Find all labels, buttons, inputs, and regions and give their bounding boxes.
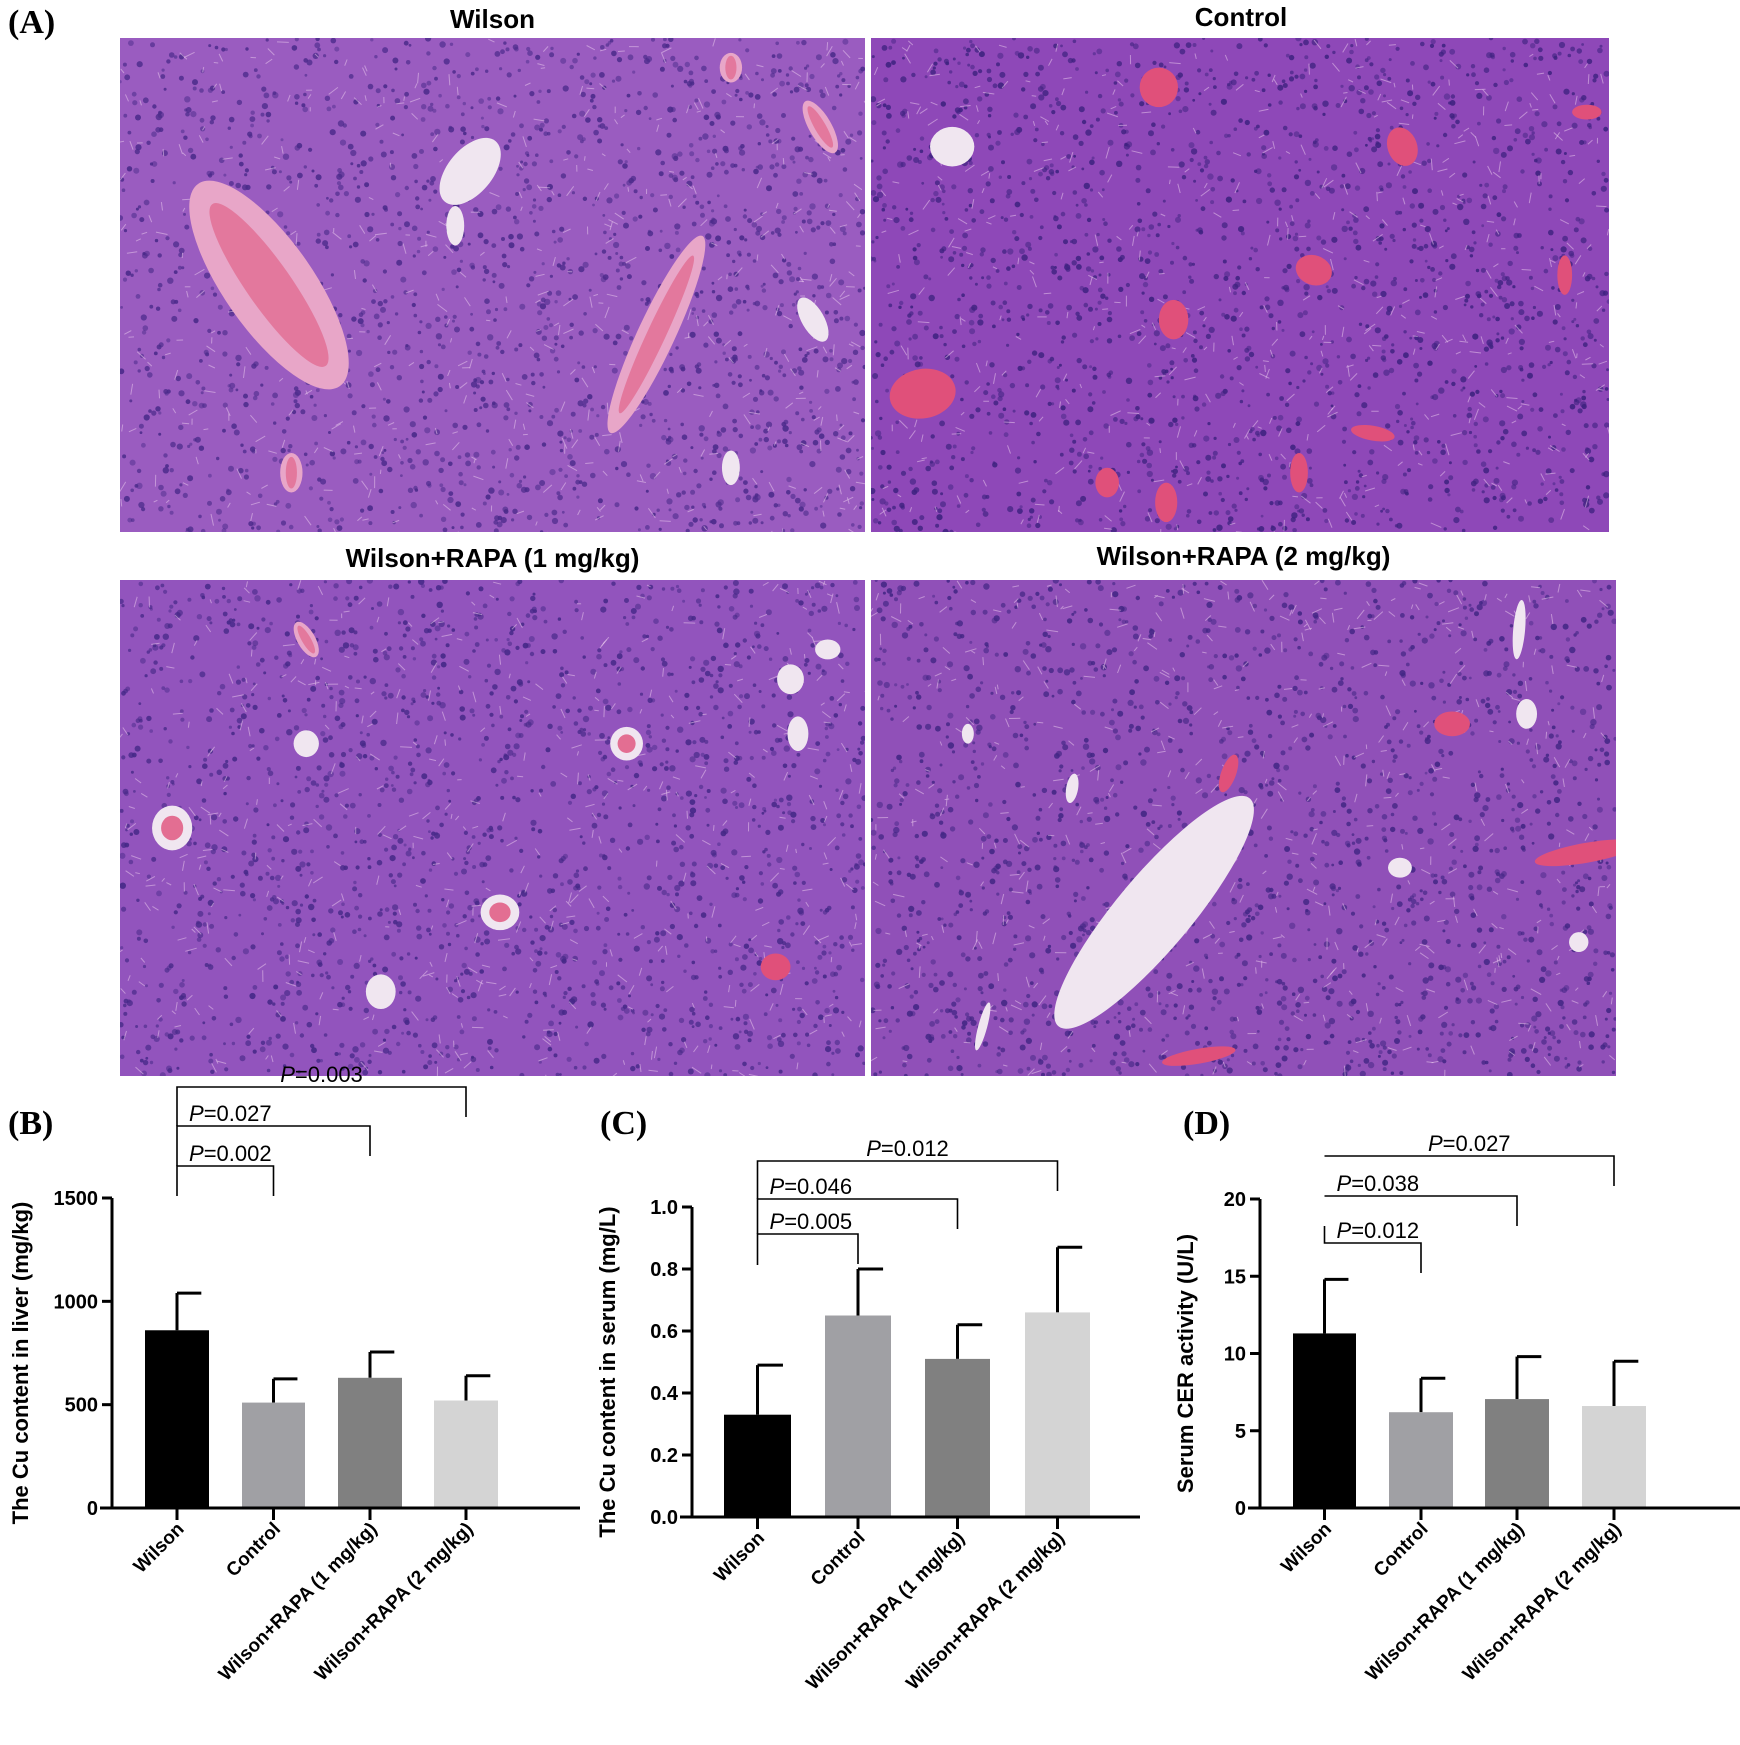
y-axis-label: Serum CER activity (U/L) xyxy=(1173,1234,1198,1493)
p-value-label: P=0.038 xyxy=(1337,1171,1420,1196)
p-value-label: P=0.005 xyxy=(770,1209,853,1234)
significance-bracket xyxy=(756,1160,1059,1199)
y-tick-label: 0.6 xyxy=(650,1321,678,1343)
significance-bracket xyxy=(1324,1195,1518,1226)
y-tick-label: 15 xyxy=(1224,1266,1246,1288)
significance-bracket xyxy=(176,1165,275,1196)
y-axis-label: The Cu content in liver (mg/kg) xyxy=(8,1202,33,1525)
x-tick-label: Wilson+RAPA (2 mg/kg) xyxy=(902,1528,1069,1695)
bar xyxy=(1582,1406,1646,1508)
bar xyxy=(338,1377,402,1508)
significance-bracket xyxy=(176,1086,467,1126)
micrograph-texture xyxy=(120,580,865,1076)
x-tick-label: Wilson xyxy=(1277,1519,1336,1578)
bar xyxy=(434,1400,498,1508)
bar xyxy=(925,1358,990,1517)
y-tick-label: 1.0 xyxy=(650,1197,678,1219)
bar xyxy=(145,1330,209,1508)
y-tick-label: 0.0 xyxy=(650,1507,678,1529)
y-tick-label: 0 xyxy=(1235,1498,1246,1520)
bar xyxy=(825,1315,891,1517)
micrograph-wilson xyxy=(120,38,865,532)
y-tick-label: 20 xyxy=(1224,1189,1246,1211)
x-tick-label: Control xyxy=(222,1519,285,1582)
x-tick-label: Wilson+RAPA (2 mg/kg) xyxy=(1459,1519,1626,1686)
panel-b-label: (B) xyxy=(8,1105,54,1142)
micrograph-title-control: Control xyxy=(1194,2,1288,32)
micrograph-title-wilson: Wilson xyxy=(450,4,535,34)
significance-bracket xyxy=(1324,1155,1615,1186)
x-tick-label: Control xyxy=(1370,1519,1433,1582)
y-tick-label: 0 xyxy=(87,1498,98,1520)
micrograph-texture xyxy=(120,38,865,532)
micrograph-rapa1 xyxy=(120,580,865,1076)
x-tick-label: Wilson xyxy=(710,1528,769,1587)
bar xyxy=(242,1402,305,1508)
micrograph-title-rapa1: Wilson+RAPA (1 mg/kg) xyxy=(345,543,640,573)
x-tick-label: Wilson+RAPA (2 mg/kg) xyxy=(311,1519,478,1686)
p-value-label: P=0.012 xyxy=(1337,1218,1420,1243)
x-tick-label: Wilson+RAPA (1 mg/kg) xyxy=(215,1519,382,1686)
y-tick-label: 500 xyxy=(65,1395,98,1417)
micrograph-title-rapa2: Wilson+RAPA (2 mg/kg) xyxy=(1096,541,1391,571)
bar xyxy=(1389,1412,1453,1508)
panel-c-label: (C) xyxy=(600,1105,648,1142)
micrograph-control xyxy=(871,38,1609,532)
y-tick-label: 5 xyxy=(1235,1421,1246,1443)
p-value-label: P=0.027 xyxy=(1428,1131,1511,1156)
panel-a-label: (A) xyxy=(8,4,56,41)
micrograph-rapa2 xyxy=(871,580,1616,1076)
significance-bracket xyxy=(756,1198,959,1234)
y-tick-label: 1000 xyxy=(54,1291,99,1313)
y-tick-label: 0.4 xyxy=(650,1383,679,1405)
bar xyxy=(1025,1312,1090,1517)
x-tick-label: Wilson xyxy=(130,1519,189,1578)
significance-bracket xyxy=(1323,1226,1422,1273)
micrograph-texture xyxy=(871,580,1616,1076)
y-tick-label: 0.8 xyxy=(650,1259,678,1281)
bar xyxy=(1293,1333,1356,1508)
significance-bracket xyxy=(176,1125,371,1166)
y-tick-label: 1500 xyxy=(54,1188,99,1210)
y-axis-label: The Cu content in serum (mg/L) xyxy=(595,1206,620,1537)
p-value-label: P=0.003 xyxy=(280,1062,363,1087)
y-tick-label: 0.2 xyxy=(650,1445,678,1467)
x-tick-label: Wilson+RAPA (1 mg/kg) xyxy=(1362,1519,1529,1686)
p-value-label: P=0.027 xyxy=(189,1101,272,1126)
bar xyxy=(724,1414,791,1517)
x-tick-label: Wilson+RAPA (1 mg/kg) xyxy=(802,1528,969,1695)
bar xyxy=(1485,1399,1549,1508)
p-value-label: P=0.012 xyxy=(866,1136,949,1161)
x-tick-label: Control xyxy=(807,1528,870,1591)
p-value-label: P=0.002 xyxy=(189,1141,272,1166)
y-tick-label: 10 xyxy=(1224,1344,1246,1366)
micrograph-texture xyxy=(871,38,1609,532)
panel-d-label: (D) xyxy=(1183,1105,1231,1142)
significance-bracket xyxy=(756,1233,859,1265)
p-value-label: P=0.046 xyxy=(770,1174,853,1199)
